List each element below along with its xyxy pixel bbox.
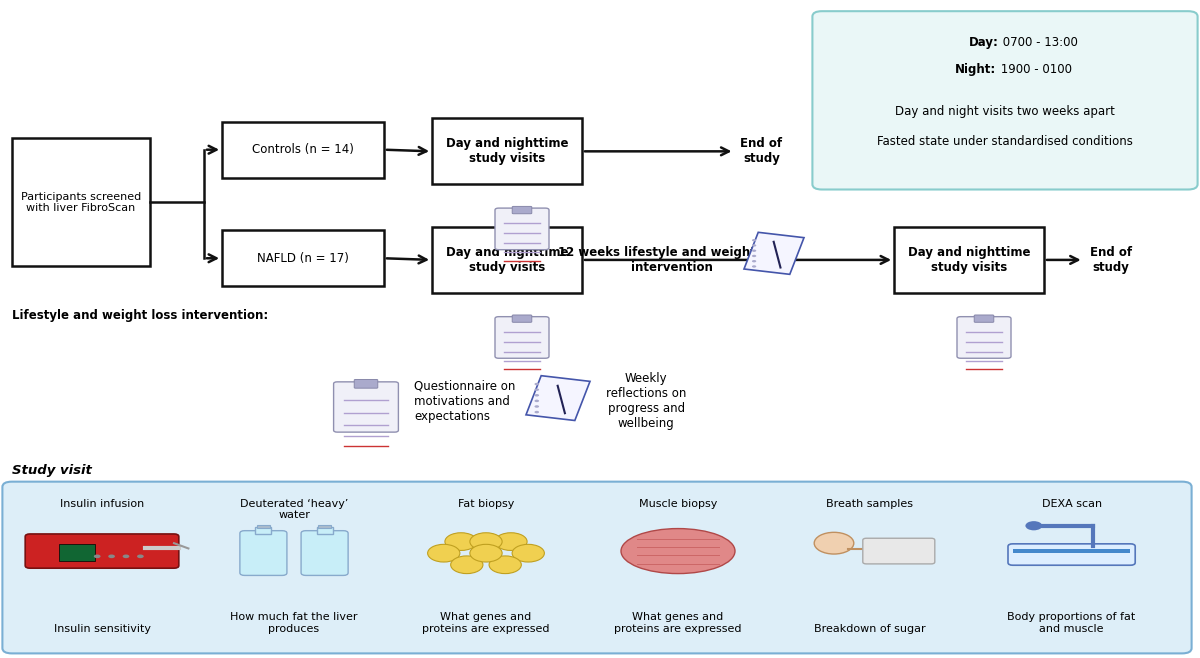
FancyBboxPatch shape xyxy=(974,315,994,322)
FancyBboxPatch shape xyxy=(512,207,532,214)
Text: Insulin infusion: Insulin infusion xyxy=(60,499,144,509)
Text: 12 weeks lifestyle and weight-loss
intervention: 12 weeks lifestyle and weight-loss inter… xyxy=(558,246,786,274)
FancyBboxPatch shape xyxy=(958,316,1010,358)
Text: Day and nighttime
study visits: Day and nighttime study visits xyxy=(907,246,1031,274)
Text: Night:: Night: xyxy=(955,63,997,76)
Text: End of
study: End of study xyxy=(1090,246,1132,274)
Text: Participants screened
with liver FibroScan: Participants screened with liver FibroSc… xyxy=(20,191,142,213)
Text: Day and nighttime
study visits: Day and nighttime study visits xyxy=(445,246,569,274)
FancyBboxPatch shape xyxy=(318,525,331,528)
Text: Weekly
reflections on
progress and
wellbeing: Weekly reflections on progress and wellb… xyxy=(606,372,686,430)
FancyBboxPatch shape xyxy=(257,525,270,528)
Text: Day:: Day: xyxy=(970,36,998,49)
Circle shape xyxy=(470,544,502,562)
FancyBboxPatch shape xyxy=(1008,544,1135,565)
Circle shape xyxy=(445,533,478,551)
Text: Day and night visits two weeks apart: Day and night visits two weeks apart xyxy=(895,105,1115,118)
FancyBboxPatch shape xyxy=(863,538,935,564)
Ellipse shape xyxy=(622,528,734,574)
Text: Fasted state under standardised conditions: Fasted state under standardised conditio… xyxy=(877,135,1133,148)
Circle shape xyxy=(752,239,756,241)
Circle shape xyxy=(122,555,130,558)
Text: Body proportions of fat
and muscle: Body proportions of fat and muscle xyxy=(1008,612,1135,634)
FancyBboxPatch shape xyxy=(222,122,384,178)
Polygon shape xyxy=(526,376,590,420)
Text: NAFLD (n = 17): NAFLD (n = 17) xyxy=(257,252,349,265)
Text: Muscle biopsy: Muscle biopsy xyxy=(638,499,718,509)
Text: How much fat the liver
produces: How much fat the liver produces xyxy=(230,612,358,634)
Circle shape xyxy=(494,533,527,551)
Text: Questionnaire on
motivations and
expectations: Questionnaire on motivations and expecta… xyxy=(414,380,515,423)
FancyBboxPatch shape xyxy=(496,316,550,358)
FancyBboxPatch shape xyxy=(1013,549,1130,553)
Circle shape xyxy=(512,544,545,562)
FancyBboxPatch shape xyxy=(240,530,287,575)
Text: What genes and
proteins are expressed: What genes and proteins are expressed xyxy=(614,612,742,634)
FancyBboxPatch shape xyxy=(432,227,582,293)
FancyBboxPatch shape xyxy=(2,482,1192,653)
Circle shape xyxy=(752,244,756,247)
Circle shape xyxy=(752,265,756,268)
Circle shape xyxy=(451,556,482,574)
FancyBboxPatch shape xyxy=(354,380,378,388)
Text: What genes and
proteins are expressed: What genes and proteins are expressed xyxy=(422,612,550,634)
FancyBboxPatch shape xyxy=(432,118,582,184)
FancyBboxPatch shape xyxy=(25,534,179,568)
Circle shape xyxy=(534,394,539,397)
FancyBboxPatch shape xyxy=(334,382,398,432)
Text: Breakdown of sugar: Breakdown of sugar xyxy=(814,624,926,634)
Text: 1900 - 0100: 1900 - 0100 xyxy=(997,63,1072,76)
Circle shape xyxy=(137,555,144,558)
FancyBboxPatch shape xyxy=(256,528,271,534)
Text: End of
study: End of study xyxy=(740,138,782,165)
FancyBboxPatch shape xyxy=(317,528,332,534)
Circle shape xyxy=(752,255,756,257)
FancyBboxPatch shape xyxy=(496,208,550,249)
Circle shape xyxy=(814,532,853,554)
Circle shape xyxy=(108,555,115,558)
FancyBboxPatch shape xyxy=(812,11,1198,190)
Circle shape xyxy=(752,249,756,252)
Circle shape xyxy=(752,260,756,263)
FancyBboxPatch shape xyxy=(512,315,532,322)
FancyBboxPatch shape xyxy=(894,227,1044,293)
Text: Fat biopsy: Fat biopsy xyxy=(458,499,514,509)
Circle shape xyxy=(470,533,502,551)
FancyBboxPatch shape xyxy=(301,530,348,575)
Text: Breath samples: Breath samples xyxy=(827,499,913,509)
Text: Insulin sensitivity: Insulin sensitivity xyxy=(54,624,150,634)
Circle shape xyxy=(490,556,521,574)
Circle shape xyxy=(534,399,539,402)
Text: DEXA scan: DEXA scan xyxy=(1042,499,1102,509)
Text: Study visit: Study visit xyxy=(12,464,92,477)
Circle shape xyxy=(1025,521,1042,530)
Polygon shape xyxy=(744,232,804,274)
Circle shape xyxy=(427,544,460,562)
Circle shape xyxy=(534,388,539,391)
FancyBboxPatch shape xyxy=(59,544,95,561)
Circle shape xyxy=(94,555,101,558)
Text: Controls (n = 14): Controls (n = 14) xyxy=(252,143,354,156)
Text: 0700 - 13:00: 0700 - 13:00 xyxy=(998,36,1078,49)
Text: Day and nighttime
study visits: Day and nighttime study visits xyxy=(445,138,569,165)
Text: Lifestyle and weight loss intervention:: Lifestyle and weight loss intervention: xyxy=(12,309,269,322)
Circle shape xyxy=(534,411,539,413)
FancyBboxPatch shape xyxy=(222,230,384,286)
Text: Deuterated ‘heavy’
water: Deuterated ‘heavy’ water xyxy=(240,499,348,520)
FancyBboxPatch shape xyxy=(12,138,150,266)
Circle shape xyxy=(534,383,539,386)
Circle shape xyxy=(534,405,539,408)
